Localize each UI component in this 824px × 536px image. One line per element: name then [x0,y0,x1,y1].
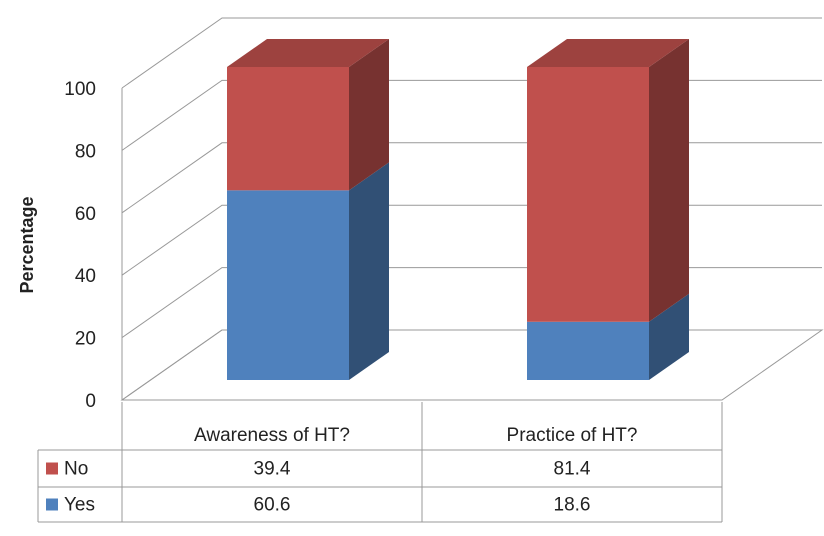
legend-swatch [46,462,58,475]
x-tick-label: Practice of HT? [507,425,638,446]
bar-side [649,293,689,380]
grid-line [121,17,822,89]
bar [527,321,649,380]
legend-swatch [46,498,58,511]
table-value: 18.6 [554,495,591,516]
y-axis-label: Percentage [17,196,37,293]
y-tick-label: 40 [75,266,96,287]
x-tick-label: Awareness of HT? [194,425,350,446]
table-value: 81.4 [554,459,591,480]
y-tick-label: 80 [75,141,96,162]
bar [527,67,649,322]
y-tick-label: 100 [64,79,96,100]
bar-top [527,39,689,67]
table-value: 39.4 [254,459,291,480]
bar-side [349,162,389,380]
bar-side [649,39,689,322]
bar [227,190,349,380]
legend-label: Yes [64,495,95,516]
y-tick-label: 0 [85,391,96,412]
bar-top [227,39,389,67]
legend-label: No [64,459,88,480]
y-tick-label: 20 [75,329,96,350]
y-tick-label: 60 [75,204,96,225]
bar [227,67,349,191]
bar-side [349,39,389,191]
table-value: 60.6 [254,495,291,516]
